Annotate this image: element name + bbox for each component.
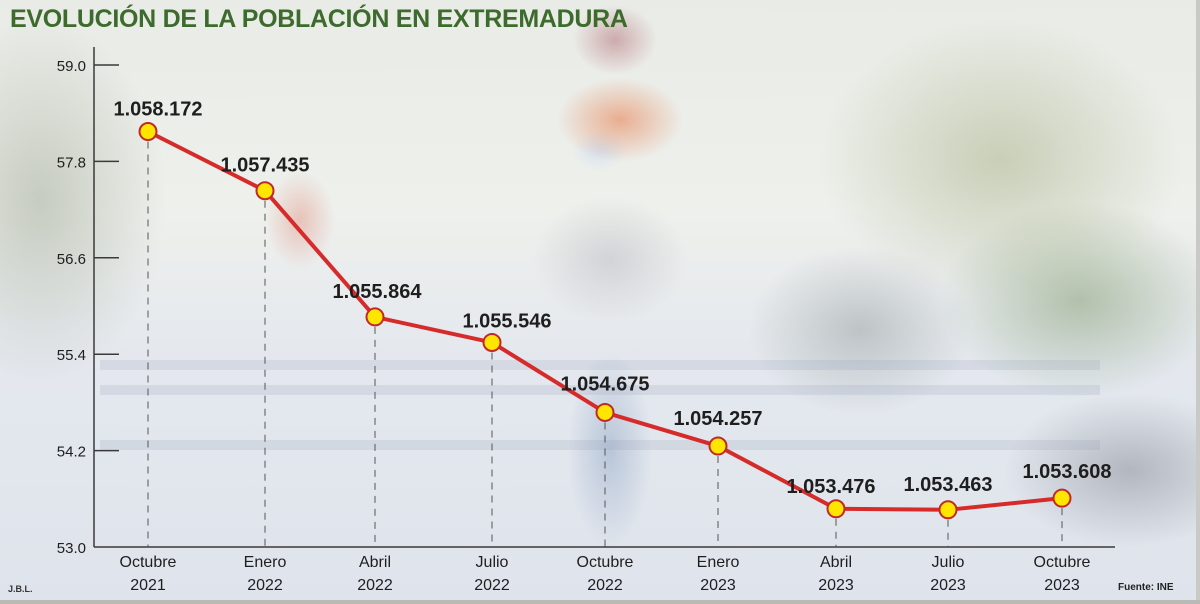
x-tick-label-month: Octubre [1034, 554, 1091, 571]
data-point [365, 307, 385, 327]
x-tick-label-year: 2021 [130, 577, 166, 594]
y-tick-label: 55.4 [57, 347, 86, 364]
background-stripe [100, 360, 1100, 370]
data-point [1052, 488, 1072, 508]
data-point [938, 500, 958, 520]
data-point [708, 436, 728, 456]
y-tick-label: 59.0 [57, 58, 86, 75]
data-label: 1.055.546 [463, 310, 552, 332]
frame-edge [1196, 0, 1200, 600]
x-tick-label-year: 2023 [1044, 577, 1080, 594]
x-tick-label-year: 2023 [930, 577, 966, 594]
data-point [826, 499, 846, 519]
x-tick-label-year: 2023 [818, 577, 854, 594]
x-tick-label-month: Enero [697, 554, 740, 571]
y-tick-label: 54.2 [57, 444, 86, 461]
x-tick-label-month: Abril [820, 554, 852, 571]
background-stripe [100, 385, 1100, 395]
data-label: 1.054.675 [561, 373, 650, 395]
x-tick-label-year: 2022 [587, 577, 623, 594]
data-label: 1.055.864 [333, 281, 423, 303]
x-tick-label-month: Abril [359, 554, 391, 571]
author-credit: J.B.L. [8, 584, 33, 594]
data-point [255, 181, 275, 201]
x-tick-label-year: 2022 [474, 577, 510, 594]
data-point [138, 122, 158, 142]
frame-bottom [0, 600, 1200, 604]
data-label: 1.058.172 [114, 99, 203, 121]
background-stripe [100, 440, 1100, 450]
data-label: 1.053.608 [1023, 461, 1112, 483]
data-point [595, 402, 615, 422]
data-label: 1.053.463 [904, 474, 993, 496]
y-tick-label: 56.6 [57, 251, 86, 268]
x-tick-label-year: 2022 [247, 577, 283, 594]
y-tick-label: 53.0 [57, 540, 86, 557]
x-tick-label-month: Enero [244, 554, 287, 571]
x-tick-label-month: Octubre [120, 554, 177, 571]
data-label: 1.054.257 [674, 408, 763, 430]
data-label: 1.057.435 [221, 155, 310, 177]
x-tick-label-month: Julio [476, 554, 509, 571]
x-tick-label-month: Octubre [577, 554, 634, 571]
source-note: Fuente: INE [1118, 582, 1174, 593]
chart-title: EVOLUCIÓN DE LA POBLACIÓN EN EXTREMADURA [10, 5, 628, 33]
x-tick-label-year: 2022 [357, 577, 393, 594]
x-tick-label-month: Julio [932, 554, 965, 571]
data-point [482, 332, 502, 352]
data-label: 1.053.476 [787, 476, 876, 498]
y-tick-label: 57.8 [57, 154, 86, 171]
x-tick-label-year: 2023 [700, 577, 736, 594]
